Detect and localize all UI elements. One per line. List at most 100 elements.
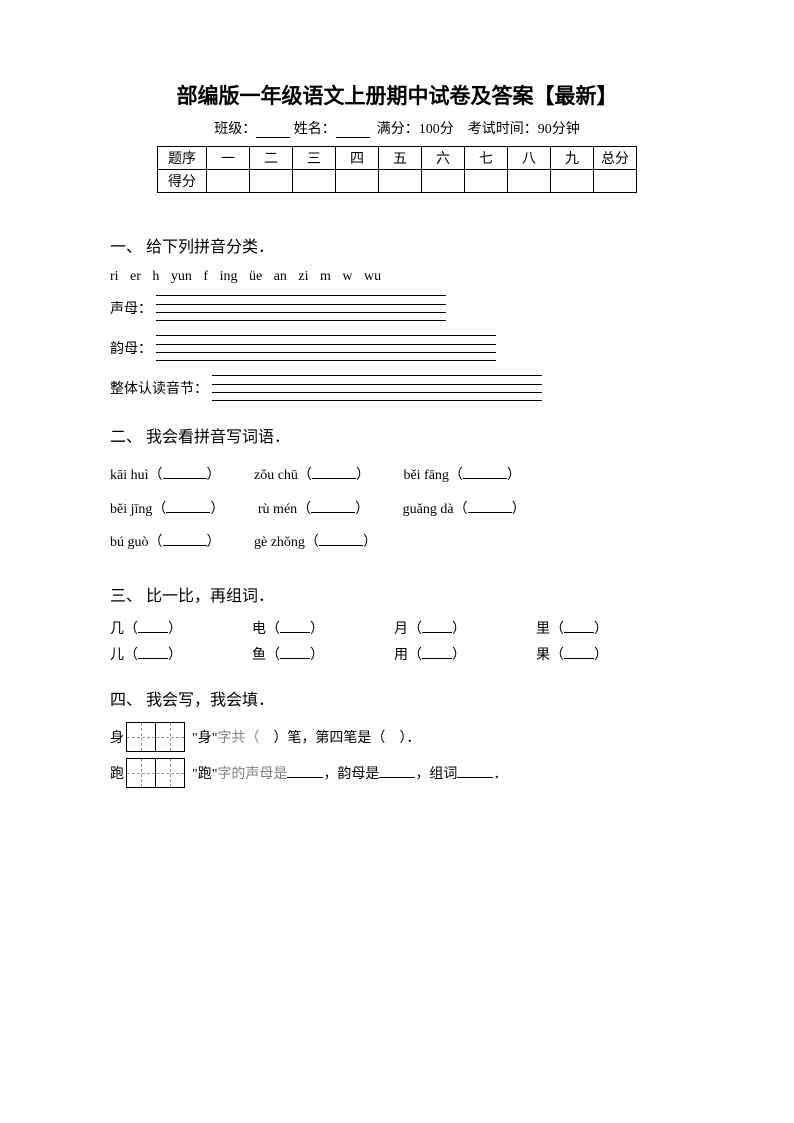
score-cell[interactable] [207, 170, 250, 193]
q3-char: 月（ [394, 622, 422, 637]
score-cell[interactable] [293, 170, 336, 193]
answer-blank[interactable] [138, 646, 168, 659]
tianzi-grid[interactable] [126, 722, 184, 752]
table-row: 题序 一 二 三 四 五 六 七 八 九 总分 [158, 147, 637, 170]
zhengti-answer-line[interactable] [212, 375, 542, 401]
q4-line2-text: "跑"字的声母是，韵母是，组词． [192, 763, 507, 783]
q4-part: ，组词 [415, 767, 457, 782]
answer-blank[interactable] [311, 500, 355, 513]
answer-blank[interactable] [564, 646, 594, 659]
q4-body: 身 "身"字共（ ）笔，第四笔是（ ）． 跑 "跑"字的声母是，韵母是，组词． [110, 722, 684, 788]
q4-row-2: 跑 "跑"字的声母是，韵母是，组词． [110, 758, 684, 788]
q3-char: 电（ [252, 622, 280, 637]
yunmu-answer-line[interactable] [156, 335, 496, 361]
answer-blank[interactable] [312, 466, 356, 479]
answer-blank[interactable] [163, 533, 207, 546]
name-blank[interactable] [336, 123, 370, 138]
paren-close: ） [168, 622, 182, 637]
paren-close: ） [310, 622, 324, 637]
answer-blank[interactable] [457, 765, 493, 778]
q3-char: 鱼（ [252, 648, 280, 663]
paren-close: ） [363, 535, 377, 550]
q4-part: "跑" [192, 767, 217, 782]
score-cell[interactable] [422, 170, 465, 193]
score-cell[interactable] [551, 170, 594, 193]
tianzi-cell[interactable] [155, 758, 185, 788]
answer-blank[interactable] [564, 620, 594, 633]
q4-char-2: 跑 [110, 763, 126, 783]
q3-row: 几（ ） 电（ ） 月（ ） 里（） [110, 618, 684, 638]
q2-item: guǎng dà（） [403, 493, 526, 527]
score-cell[interactable] [336, 170, 379, 193]
table-row: 得分 [158, 170, 637, 193]
q4-head: 四、 我会写，我会填． [110, 686, 684, 710]
q3-cell: 月（ ） [394, 618, 466, 638]
q2-item: běi fāng（） [403, 459, 520, 493]
q3-char: 用（ [394, 648, 422, 663]
q1-shengmu-row: 声母： [110, 295, 684, 321]
exam-page: 部编版一年级语文上册期中试卷及答案【最新】 班级： 姓名： 满分：100分 考试… [0, 0, 794, 1123]
q4-part: ）笔，第四笔是（ [273, 731, 385, 746]
score-cell[interactable] [250, 170, 293, 193]
answer-blank[interactable] [422, 620, 452, 633]
q3-row: 儿（） 鱼（） 用（） 果（） [110, 644, 684, 664]
q2-pinyin: gè zhǒng（ [254, 535, 319, 550]
paren-close: ） [168, 648, 182, 663]
answer-blank[interactable] [379, 765, 415, 778]
score-cell[interactable] [594, 170, 637, 193]
score-cell[interactable] [379, 170, 422, 193]
answer-blank[interactable] [163, 466, 207, 479]
answer-blank[interactable] [422, 646, 452, 659]
name-label: 姓名： [294, 122, 336, 137]
q2-item: kāi huì（） [110, 459, 221, 493]
col-8: 八 [508, 147, 551, 170]
answer-blank[interactable] [280, 620, 310, 633]
q3-char: 几（ [110, 622, 138, 637]
tianzi-grid[interactable] [126, 758, 184, 788]
answer-blank[interactable] [463, 466, 507, 479]
q2-item: rù mén（ ） [258, 493, 369, 527]
q1-pinyin-list: ri er h yun f ing üe an zi m w wu [110, 269, 684, 285]
q4-part: 字共（ [217, 731, 259, 746]
zhengti-label: 整体认读音节： [110, 378, 208, 398]
answer-blank[interactable] [280, 646, 310, 659]
exam-time-label: 考试时间：90分钟 [468, 122, 580, 137]
exam-info-line: 班级： 姓名： 满分：100分 考试时间：90分钟 [110, 118, 684, 138]
q4-char-1: 身 [110, 727, 126, 747]
answer-blank[interactable] [138, 620, 168, 633]
answer-blank[interactable] [319, 533, 363, 546]
q4-part: ，韵母是 [323, 767, 379, 782]
score-cell[interactable] [508, 170, 551, 193]
q4-part: "身" [192, 731, 217, 746]
answer-blank[interactable] [166, 500, 210, 513]
q3-cell: 儿（） [110, 644, 182, 664]
q3-cell: 电（ ） [252, 618, 324, 638]
q2-item: bú guò（ ） [110, 526, 221, 560]
paren-close: ） [594, 622, 608, 637]
q2-pinyin: bú guò（ [110, 535, 163, 550]
class-blank[interactable] [256, 123, 290, 138]
tianzi-cell[interactable] [126, 722, 156, 752]
q4-line1-text: "身"字共（ ）笔，第四笔是（ ）． [192, 727, 420, 747]
score-cell[interactable] [465, 170, 508, 193]
col-2: 二 [250, 147, 293, 170]
tianzi-cell[interactable] [126, 758, 156, 788]
q3-cell: 里（） [536, 618, 608, 638]
q4-part: ）． [399, 731, 420, 746]
q3-cell: 鱼（） [252, 644, 324, 664]
paren-close: ） [355, 502, 369, 517]
paren-close: ） [356, 468, 370, 483]
shengmu-label: 声母： [110, 298, 152, 318]
q2-item: gè zhǒng（ ） [254, 526, 377, 560]
col-1: 一 [207, 147, 250, 170]
q3-cell: 几（ ） [110, 618, 182, 638]
answer-blank[interactable] [468, 500, 512, 513]
paren-close: ） [452, 622, 466, 637]
answer-blank[interactable] [287, 765, 323, 778]
q2-pinyin: rù mén（ [258, 502, 311, 517]
tianzi-cell[interactable] [155, 722, 185, 752]
col-6: 六 [422, 147, 465, 170]
shengmu-answer-line[interactable] [156, 295, 446, 321]
q2-pinyin: běi jīng（ [110, 502, 166, 517]
paren-close: ） [207, 535, 221, 550]
